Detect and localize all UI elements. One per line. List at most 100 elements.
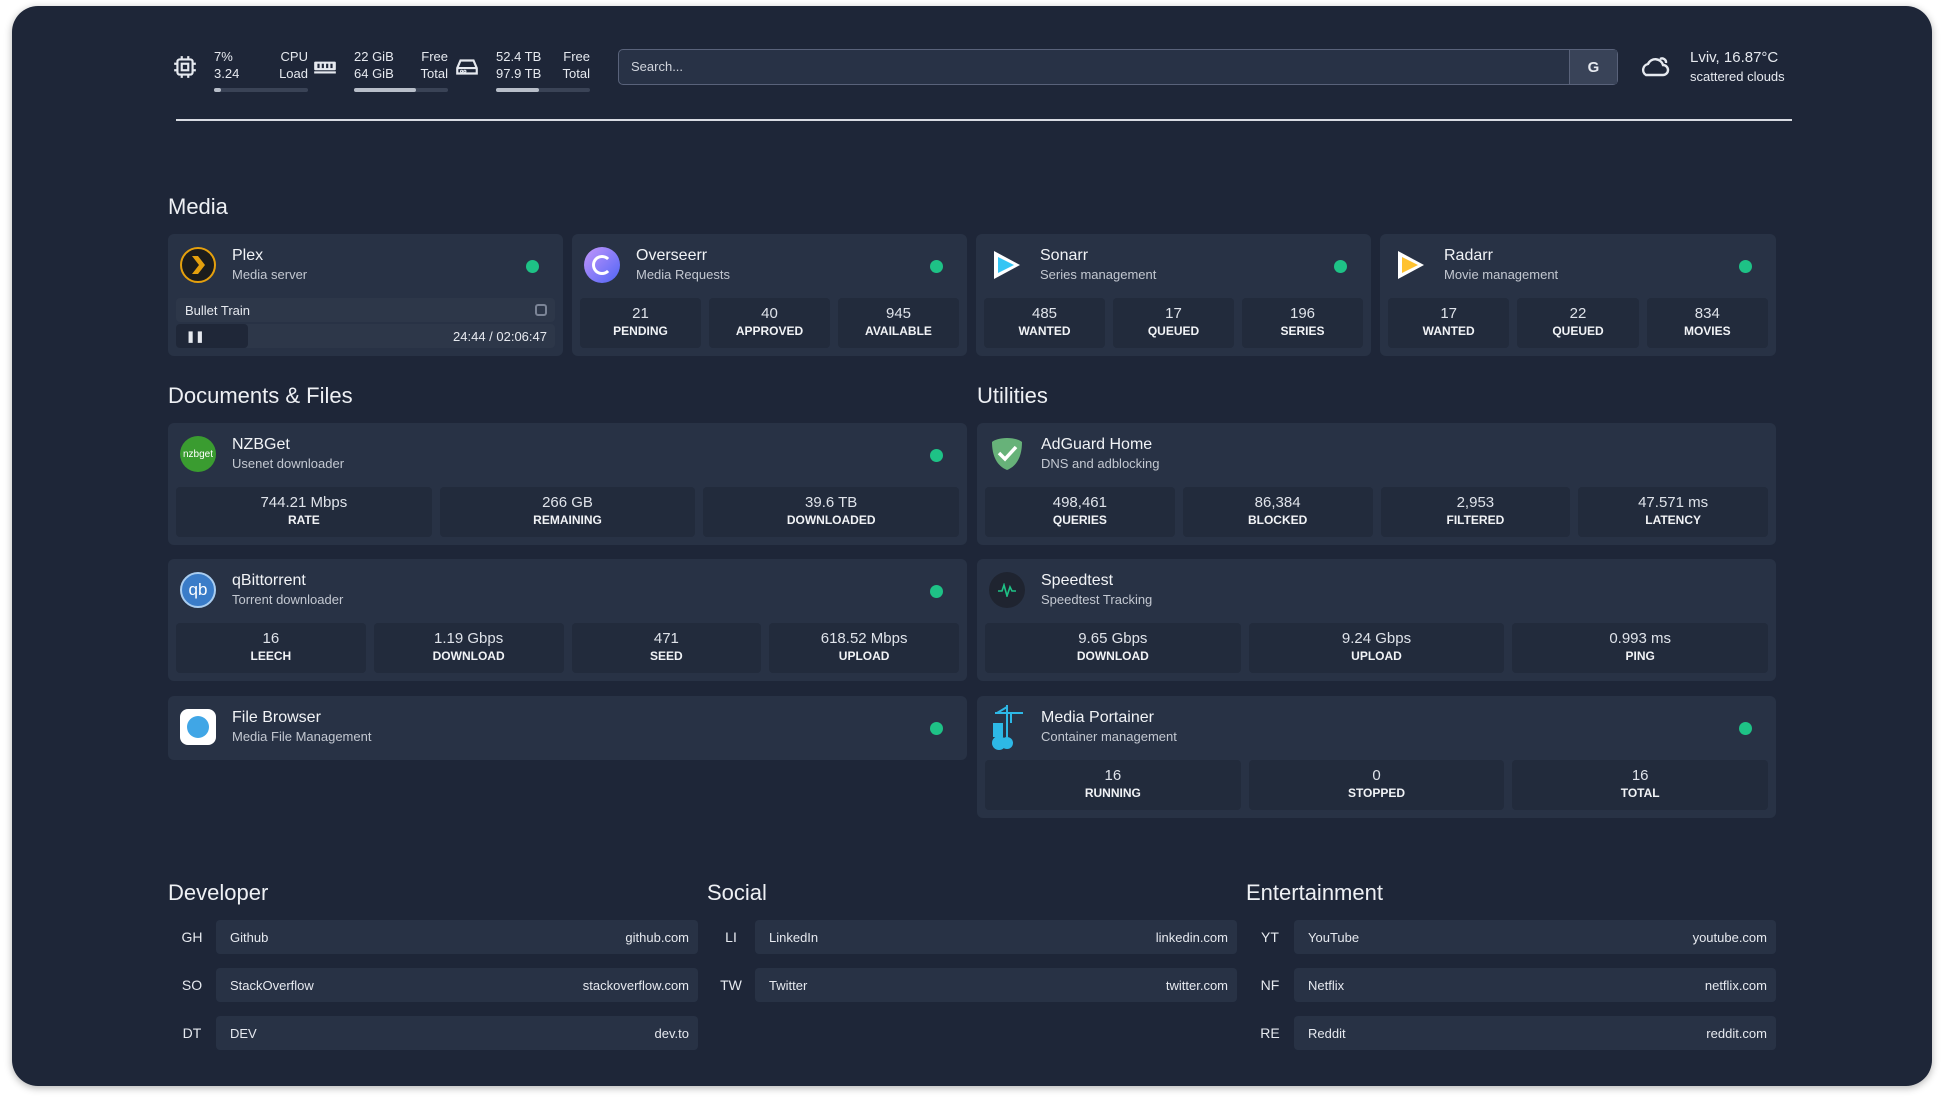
weather-widget: Lviv, 16.87°C scattered clouds xyxy=(1638,48,1785,86)
status-indicator xyxy=(930,722,943,735)
stat-value: 40 xyxy=(761,305,778,322)
playback-progress[interactable] xyxy=(176,324,248,348)
speedtest-card[interactable]: Speedtest Speedtest Tracking 9.65 Gbps DOW… xyxy=(977,559,1776,681)
speedtest-description: Speedtest Tracking xyxy=(1041,592,1153,607)
qbittorrent-stat-leech: 16 LEECH xyxy=(176,623,366,673)
bookmark-url: stackoverflow.com xyxy=(582,977,689,993)
cloud-icon xyxy=(1638,51,1672,84)
pause-icon[interactable]: ❚❚ xyxy=(186,330,205,343)
overseerr-card[interactable]: Overseerr Media Requests 21 PENDING 40 APPRO… xyxy=(572,234,967,356)
stat-label: TOTAL xyxy=(1620,786,1660,800)
bookmark-github[interactable]: GH Github github.com xyxy=(168,920,698,954)
adguard-stat-queries: 498,461 QUERIES xyxy=(985,487,1175,537)
stat-value: 9.24 Gbps xyxy=(1341,630,1412,647)
portainer-card[interactable]: Media Portainer Container management 16 RU… xyxy=(977,696,1776,818)
stat-label: LATENCY xyxy=(1645,513,1702,527)
bookmark-url: github.com xyxy=(625,929,689,945)
ram-widget: 22 GiB 64 GiB Free Total xyxy=(312,48,448,92)
bookmark-url: netflix.com xyxy=(1704,977,1767,993)
bookmark-abbr: RE xyxy=(1260,1025,1280,1041)
disk-label-2: Total xyxy=(562,66,590,81)
overseerr-stat-available: 945 AVAILABLE xyxy=(838,298,959,348)
bookmark-name[interactable]: Github xyxy=(230,929,269,945)
dashboard: 7% 3.24 CPU Load 22 GiB 64 GiB Free Total 52… xyxy=(12,6,1932,1086)
bookmark-url: twitter.com xyxy=(1165,977,1228,993)
stat-label: WANTED xyxy=(1422,324,1475,338)
qbittorrent-card[interactable]: qb qBittorrent Torrent downloader 16 LEECH… xyxy=(168,559,967,681)
bookmark-dev[interactable]: DT DEV dev.to xyxy=(168,1016,698,1050)
memory-icon xyxy=(312,54,340,82)
bookmark-name[interactable]: Netflix xyxy=(1308,977,1345,993)
bookmark-netflix[interactable]: NF Netflix netflix.com xyxy=(1246,968,1776,1002)
bookmark-name[interactable]: YouTube xyxy=(1308,929,1360,945)
bookmark-youtube[interactable]: YT YouTube youtube.com xyxy=(1246,920,1776,954)
radarr-card[interactable]: Radarr Movie management 17 WANTED 22 QUEUED 8… xyxy=(1380,234,1776,356)
adguard-name: AdGuard Home xyxy=(1041,436,1153,453)
sonarr-stat-queued: 17 QUEUED xyxy=(1113,298,1234,348)
logo-text: qb xyxy=(180,572,216,608)
stat-value: 485 xyxy=(1031,305,1058,322)
adguard-card[interactable]: AdGuard Home DNS and adblocking 498,461 QU… xyxy=(977,423,1776,545)
search-box: Search... G xyxy=(618,49,1618,85)
bookmark-name[interactable]: StackOverflow xyxy=(230,977,314,993)
portainer-stat-total: 16 TOTAL xyxy=(1512,760,1769,810)
stat-label: DOWNLOAD xyxy=(432,649,505,663)
nzbget-card[interactable]: nzbget NZBGet Usenet downloader 744.21 Mb… xyxy=(168,423,967,545)
file-browser-icon xyxy=(180,709,232,745)
bookmark-stackoverflow[interactable]: SO StackOverflow stackoverflow.com xyxy=(168,968,698,1002)
bookmark-url: reddit.com xyxy=(1706,1025,1767,1041)
adguard-description: DNS and adblocking xyxy=(1041,456,1160,471)
stat-label: MOVIES xyxy=(1683,324,1731,338)
plex-name: Plex xyxy=(232,247,264,264)
bookmark-reddit[interactable]: RE Reddit reddit.com xyxy=(1246,1016,1776,1050)
search-input[interactable] xyxy=(619,50,1569,84)
bookmark-name[interactable]: LinkedIn xyxy=(769,929,819,945)
hard-drive-icon xyxy=(454,54,482,82)
weather-location: Lviv, 16.87°C xyxy=(1690,49,1779,66)
qbittorrent-stat-download: 1.19 Gbps DOWNLOAD xyxy=(373,623,564,673)
stat-label: QUEUED xyxy=(1147,324,1200,338)
stat-value: 39.6 TB xyxy=(805,494,858,511)
disk-value-1: 52.4 TB xyxy=(496,49,542,64)
bookmark-abbr: YT xyxy=(1261,929,1279,945)
search-provider-button[interactable]: G xyxy=(1569,50,1617,84)
qbittorrent-icon: qb xyxy=(180,572,232,608)
overseerr-stats: 21 PENDING 40 APPROVED 945 AVAILABLE xyxy=(580,298,959,348)
stat-label: QUEUED xyxy=(1552,324,1604,338)
radarr-description: Movie management xyxy=(1444,267,1559,282)
plex-card[interactable]: Plex Media server Bullet Train ❚❚ 24:44 /… xyxy=(168,234,563,356)
stat-label: QUERIES xyxy=(1052,513,1107,527)
stat-label: SEED xyxy=(650,649,683,663)
radarr-stat-movies: 834 MOVIES xyxy=(1646,298,1768,348)
qbittorrent-description: Torrent downloader xyxy=(232,592,344,607)
overseerr-stat-approved: 40 APPROVED xyxy=(709,298,830,348)
nzbget-icon: nzbget xyxy=(180,436,232,472)
bookmark-abbr: NF xyxy=(1260,977,1280,993)
bookmark-name[interactable]: Reddit xyxy=(1308,1025,1346,1041)
stat-label: UPLOAD xyxy=(838,649,890,663)
cpu-usage-bar xyxy=(214,88,308,92)
sonarr-card[interactable]: Sonarr Series management 485 WANTED 17 QUEUE… xyxy=(976,234,1371,356)
sonarr-stat-series: 196 SERIES xyxy=(1242,298,1363,348)
status-indicator xyxy=(1739,722,1752,735)
adguard-stat-blocked: 86,384 BLOCKED xyxy=(1182,487,1373,537)
stat-value: 47.571 ms xyxy=(1638,494,1709,511)
bookmark-twitter[interactable]: TW Twitter twitter.com xyxy=(707,968,1237,1002)
stat-label: BLOCKED xyxy=(1247,513,1308,527)
adguard-stat-latency: 47.571 ms LATENCY xyxy=(1578,487,1768,537)
playback-time: 24:44 / 02:06:47 xyxy=(453,328,547,344)
bookmark-name[interactable]: DEV xyxy=(230,1025,257,1041)
bookmark-name[interactable]: Twitter xyxy=(769,977,808,993)
stat-value: 17 xyxy=(1165,305,1182,322)
filebrowser-card[interactable]: File Browser Media File Management xyxy=(168,696,967,760)
settings-icon[interactable] xyxy=(535,304,547,316)
bookmark-url: linkedin.com xyxy=(1155,929,1228,945)
top-bar: 7% 3.24 CPU Load 22 GiB 64 GiB Free Total 52… xyxy=(172,42,1792,92)
stat-label: LEECH xyxy=(250,649,292,663)
stat-value: 834 xyxy=(1694,305,1720,322)
bookmark-linkedin[interactable]: LI LinkedIn linkedin.com xyxy=(707,920,1237,954)
speedtest-icon xyxy=(989,572,1041,608)
now-playing-title: Bullet Train xyxy=(185,302,251,318)
stat-value: 21 xyxy=(632,305,649,322)
speedtest-name: Speedtest xyxy=(1041,572,1114,589)
